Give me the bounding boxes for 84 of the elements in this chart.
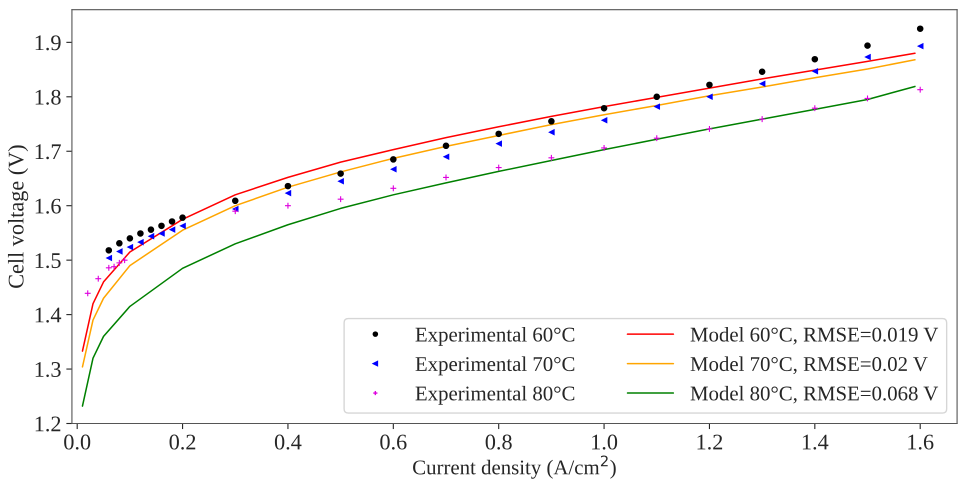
y-tick-label: 1.8 [36, 90, 61, 105]
point [126, 235, 134, 242]
legend-label: Experimental 70°C [416, 356, 574, 376]
point [758, 116, 766, 123]
point [600, 144, 608, 152]
point [158, 230, 165, 237]
point [116, 240, 123, 247]
x-axis-title: Current density (A/cm$^{2}$) [413, 455, 616, 479]
point [758, 68, 766, 76]
point [706, 94, 713, 100]
point [94, 275, 102, 282]
point [864, 42, 871, 49]
point [137, 238, 144, 246]
point [548, 154, 555, 162]
point [812, 56, 818, 62]
y-tick-label: 1.6 [36, 198, 61, 214]
y-axis-title: Cell voltage (V) [8, 145, 28, 288]
legend-label: Experimental 80°C [416, 386, 574, 405]
point [390, 166, 397, 172]
point [495, 164, 502, 172]
point [495, 130, 502, 138]
point [106, 254, 112, 262]
point [548, 118, 555, 125]
y-tick-label: 1.5 [36, 253, 61, 268]
legend-label: Experimental 60°C [416, 326, 574, 346]
point [168, 218, 176, 225]
point [284, 202, 292, 210]
point [916, 42, 924, 50]
x-tick-label: 0.2 [170, 434, 196, 450]
point [106, 247, 112, 254]
x-tick-label: 0.0 [64, 434, 90, 450]
point [442, 174, 450, 181]
point [548, 128, 555, 136]
y-tick-label: 1.7 [36, 144, 61, 160]
point [337, 178, 344, 184]
point [653, 134, 660, 142]
point [654, 103, 660, 110]
point [232, 198, 239, 204]
point [495, 140, 502, 147]
point [864, 94, 872, 102]
point [179, 222, 186, 230]
point [811, 104, 818, 112]
y-tick-label: 1.2 [36, 416, 60, 432]
x-tick-label: 0.8 [486, 434, 512, 450]
legend-label: Model 60°C, RMSE=0.019 V [690, 326, 938, 345]
point [284, 190, 292, 196]
point [706, 82, 713, 88]
point [600, 104, 608, 112]
point [284, 182, 292, 190]
point [442, 142, 450, 150]
point [116, 248, 123, 255]
point [758, 80, 766, 87]
point [137, 230, 144, 237]
point [706, 125, 713, 132]
x-tick-label: 1.2 [698, 434, 722, 450]
legend-label: Model 70°C, RMSE=0.02 V [690, 356, 928, 374]
point [232, 208, 239, 215]
point [812, 68, 818, 74]
point [126, 244, 134, 250]
point [916, 86, 924, 94]
y-tick-label: 1.4 [36, 308, 62, 323]
point [654, 94, 660, 100]
y-tick-label: 1.9 [36, 35, 61, 50]
point [158, 222, 165, 230]
x-tick-label: 0.6 [380, 434, 407, 450]
point [148, 232, 154, 240]
point [168, 226, 176, 233]
point [864, 54, 871, 60]
point [390, 156, 397, 163]
y-tick-label: 1.3 [36, 362, 61, 378]
point [337, 170, 344, 177]
x-tick-label: 1.4 [802, 434, 828, 450]
x-tick-label: 1.0 [592, 434, 618, 450]
point [179, 214, 186, 221]
point [442, 153, 450, 160]
legend-label: Model 80°C, RMSE=0.068 V [690, 386, 938, 404]
point [916, 25, 924, 32]
x-tick-label: 0.4 [274, 434, 302, 450]
x-tick-label: 1.6 [908, 434, 934, 450]
point [84, 290, 92, 297]
point [600, 116, 608, 124]
point [148, 226, 154, 233]
point [337, 196, 344, 203]
point [390, 184, 397, 192]
